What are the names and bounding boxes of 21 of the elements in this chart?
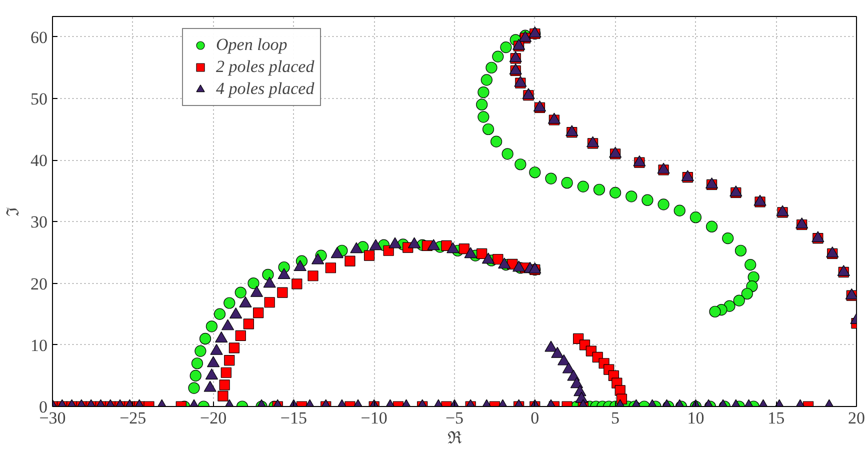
y-tick-label: 40 bbox=[30, 151, 48, 170]
x-tick-label: −10 bbox=[360, 408, 388, 428]
x-axis-title: ℜ bbox=[448, 428, 462, 448]
legend-label: Open loop bbox=[216, 35, 288, 55]
y-axis-title: ℑ bbox=[4, 206, 22, 216]
x-tick-label: −5 bbox=[445, 408, 464, 428]
x-tick-label: 15 bbox=[768, 408, 785, 428]
x-tick-label: −15 bbox=[280, 408, 307, 428]
legend-label: 4 poles placed bbox=[216, 79, 314, 99]
y-tick-label: 50 bbox=[30, 89, 48, 108]
y-tick-label: 10 bbox=[30, 336, 48, 355]
y-tick-label: 60 bbox=[30, 28, 48, 47]
x-tick-label: −25 bbox=[120, 408, 146, 428]
x-tick-label: 5 bbox=[611, 408, 620, 428]
y-tick-label: 20 bbox=[30, 274, 48, 294]
x-tick-label: 0 bbox=[530, 408, 540, 428]
x-tick-label: −20 bbox=[200, 408, 227, 428]
x-tick-label: 20 bbox=[848, 408, 865, 428]
x-tick-label: 10 bbox=[687, 408, 704, 428]
legend-label: 2 poles placed bbox=[216, 57, 314, 77]
y-tick-label: 30 bbox=[30, 212, 48, 232]
